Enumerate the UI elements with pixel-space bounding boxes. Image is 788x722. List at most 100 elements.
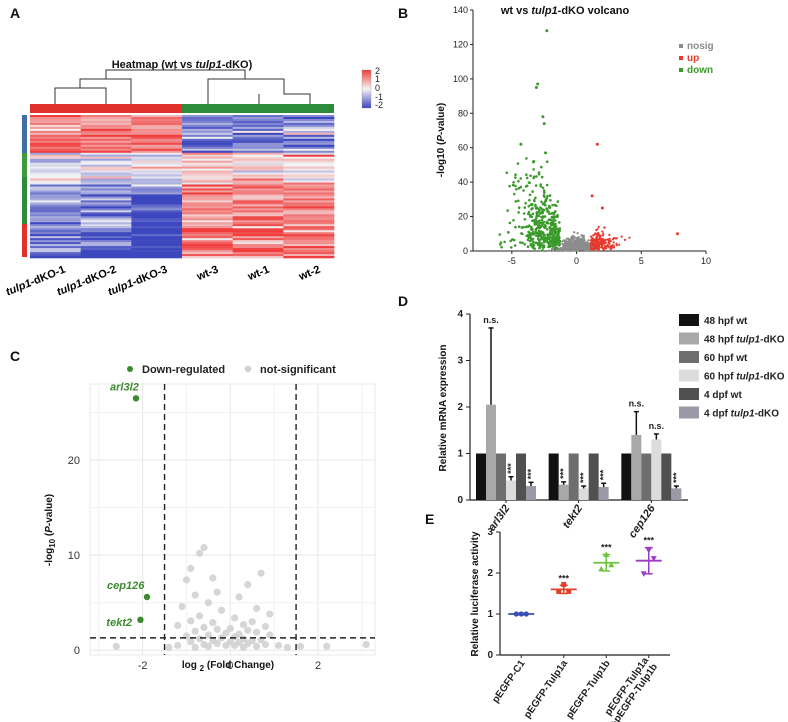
heatmap-cell xyxy=(80,116,132,120)
legend-swatch-ns xyxy=(244,365,252,373)
volcano-point-down xyxy=(519,142,523,146)
heatmap-cell xyxy=(131,172,183,175)
volcano-point-up xyxy=(609,248,612,251)
volcano-point-down xyxy=(508,221,512,225)
volcano-point-down xyxy=(531,190,534,193)
heatmap-cell xyxy=(131,166,183,169)
volcano-point-down xyxy=(529,213,532,217)
heatmap-cell xyxy=(131,170,183,173)
x-tick-label: 10 xyxy=(701,256,711,266)
volcano-point-nosig xyxy=(568,245,571,249)
legend-swatch xyxy=(679,314,699,326)
volcano-point-down xyxy=(553,203,557,207)
volcano-c-y-label: -log10 (P-value) xyxy=(44,494,57,566)
heatmap-cell xyxy=(30,190,81,193)
heatmap-cell xyxy=(232,238,284,241)
significance-label: *** xyxy=(579,472,589,483)
heatmap-cell xyxy=(182,204,233,207)
volcano-point-nosig xyxy=(571,248,574,251)
legend-swatch-up xyxy=(679,56,683,60)
volcano-point-up xyxy=(618,243,621,246)
heatmap-cell xyxy=(283,200,335,203)
heatmap-cell xyxy=(30,176,81,179)
heatmap-cell xyxy=(232,154,284,158)
heatmap-cell xyxy=(131,118,183,122)
significance-label: *** xyxy=(559,468,569,479)
volcano-point-down xyxy=(517,186,521,190)
volcano-c-point-ns xyxy=(248,618,256,626)
heatmap-cell xyxy=(182,252,233,255)
heatmap-cell xyxy=(131,256,183,259)
category-label: pEGFP-Tulp1a xyxy=(522,658,570,720)
heatmap-cell xyxy=(80,152,132,156)
y-tick-label: 60 xyxy=(458,143,468,153)
heatmap-cell xyxy=(182,148,233,152)
heatmap-cell xyxy=(131,146,183,150)
volcano-point-down xyxy=(511,238,514,241)
volcano-c-point-ns xyxy=(191,643,199,652)
heatmap-cell xyxy=(232,160,284,163)
heatmap-cell xyxy=(80,206,132,209)
heatmap-cell xyxy=(80,115,132,118)
volcano-point-down xyxy=(548,240,552,243)
volcano-point-nosig xyxy=(562,248,565,251)
heatmap-cell xyxy=(283,126,335,130)
volcano-point-nosig xyxy=(588,246,591,249)
heatmap-cell xyxy=(232,148,284,152)
heatmap-cell xyxy=(80,256,132,259)
legend-tick: -2 xyxy=(375,100,383,110)
y-tick-label: 0 xyxy=(487,650,493,661)
heatmap-cell xyxy=(30,134,81,138)
heatmap-cell xyxy=(131,162,183,165)
volcano-point-nosig xyxy=(567,243,571,246)
volcano-point-up xyxy=(608,233,611,236)
data-point xyxy=(603,551,610,558)
volcano-point-down xyxy=(546,221,550,225)
volcano-c-point-ns xyxy=(323,642,331,651)
heatmap-cell xyxy=(182,124,233,128)
volcano-c-point-ns xyxy=(191,591,199,599)
data-point xyxy=(513,611,519,617)
volcano-c-point-ns xyxy=(213,640,221,648)
heatmap-cell xyxy=(131,136,183,140)
heatmap-cell xyxy=(30,120,81,124)
volcano-point-down xyxy=(535,231,538,234)
heatmap-cell xyxy=(30,174,81,177)
volcano-c-point-ns xyxy=(253,628,261,636)
heatmap-cell xyxy=(30,144,81,148)
heatmap-cell xyxy=(232,134,284,138)
heatmap-cell xyxy=(30,196,81,199)
volcano-point-down xyxy=(512,181,515,184)
heatmap-cell xyxy=(283,136,335,140)
y-tick-label: 3 xyxy=(487,527,493,538)
volcano-point-down xyxy=(548,231,552,234)
heatmap-cell xyxy=(30,208,81,211)
volcano-c-point-ns xyxy=(362,640,370,649)
volcano-point-down xyxy=(513,192,516,196)
bar xyxy=(548,453,559,500)
heatmap-cell xyxy=(232,200,284,203)
heatmap-cell xyxy=(80,180,132,183)
volcano-point-up xyxy=(598,242,601,245)
legend-label-down: down xyxy=(687,65,713,76)
volcano-point-down xyxy=(538,246,541,250)
heatmap-cell xyxy=(30,202,81,205)
heatmap-cell xyxy=(232,166,284,169)
heatmap-cell xyxy=(283,124,335,128)
heatmap-cell xyxy=(131,202,183,205)
volcano-point-up xyxy=(592,248,595,251)
legend-label: 48 hpf tulp1-dKO xyxy=(704,335,785,346)
heatmap-cell xyxy=(131,208,183,211)
heatmap-cell xyxy=(182,164,233,167)
heatmap-cell xyxy=(182,232,233,235)
y-tick-label: 0 xyxy=(463,246,468,256)
heatmap-cell xyxy=(232,242,284,245)
legend-swatch xyxy=(679,388,699,400)
heatmap-cell xyxy=(30,224,81,227)
heatmap-cell xyxy=(30,184,81,187)
heatmap-cell xyxy=(232,182,284,185)
volcano-point-down xyxy=(554,230,557,233)
volcano-point-down xyxy=(534,216,538,220)
heatmap-cell xyxy=(232,144,284,148)
volcano-point-nosig xyxy=(565,243,568,247)
